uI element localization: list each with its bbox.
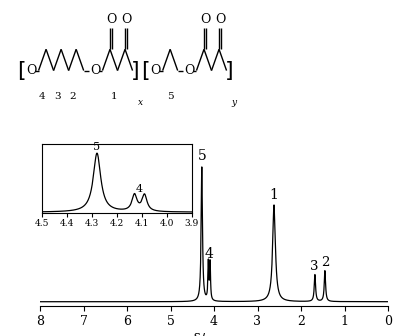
Text: O: O	[26, 64, 36, 77]
Text: O: O	[215, 13, 225, 26]
Text: 5: 5	[94, 141, 100, 152]
Text: O: O	[150, 64, 160, 77]
Text: 5: 5	[198, 149, 206, 163]
Text: 2: 2	[322, 256, 330, 269]
Text: 3: 3	[310, 260, 318, 273]
Text: x: x	[138, 98, 143, 107]
Text: O: O	[121, 13, 131, 26]
Text: O: O	[106, 13, 116, 26]
X-axis label: δ/ppm: δ/ppm	[192, 333, 236, 336]
Text: 4: 4	[136, 184, 143, 194]
Text: 5: 5	[167, 92, 174, 100]
Text: 1: 1	[270, 187, 278, 202]
Text: 1: 1	[110, 92, 117, 100]
Text: [: [	[17, 60, 26, 81]
Text: ]: ]	[131, 60, 140, 81]
Text: 4: 4	[205, 247, 214, 261]
Text: 3: 3	[54, 92, 61, 100]
Text: 2: 2	[69, 92, 76, 100]
Text: O: O	[184, 64, 194, 77]
Text: y: y	[232, 98, 237, 107]
Text: 4: 4	[39, 92, 46, 100]
Text: O: O	[200, 13, 210, 26]
Text: O: O	[90, 64, 100, 77]
Text: ]: ]	[225, 60, 234, 81]
Text: [: [	[142, 60, 150, 81]
